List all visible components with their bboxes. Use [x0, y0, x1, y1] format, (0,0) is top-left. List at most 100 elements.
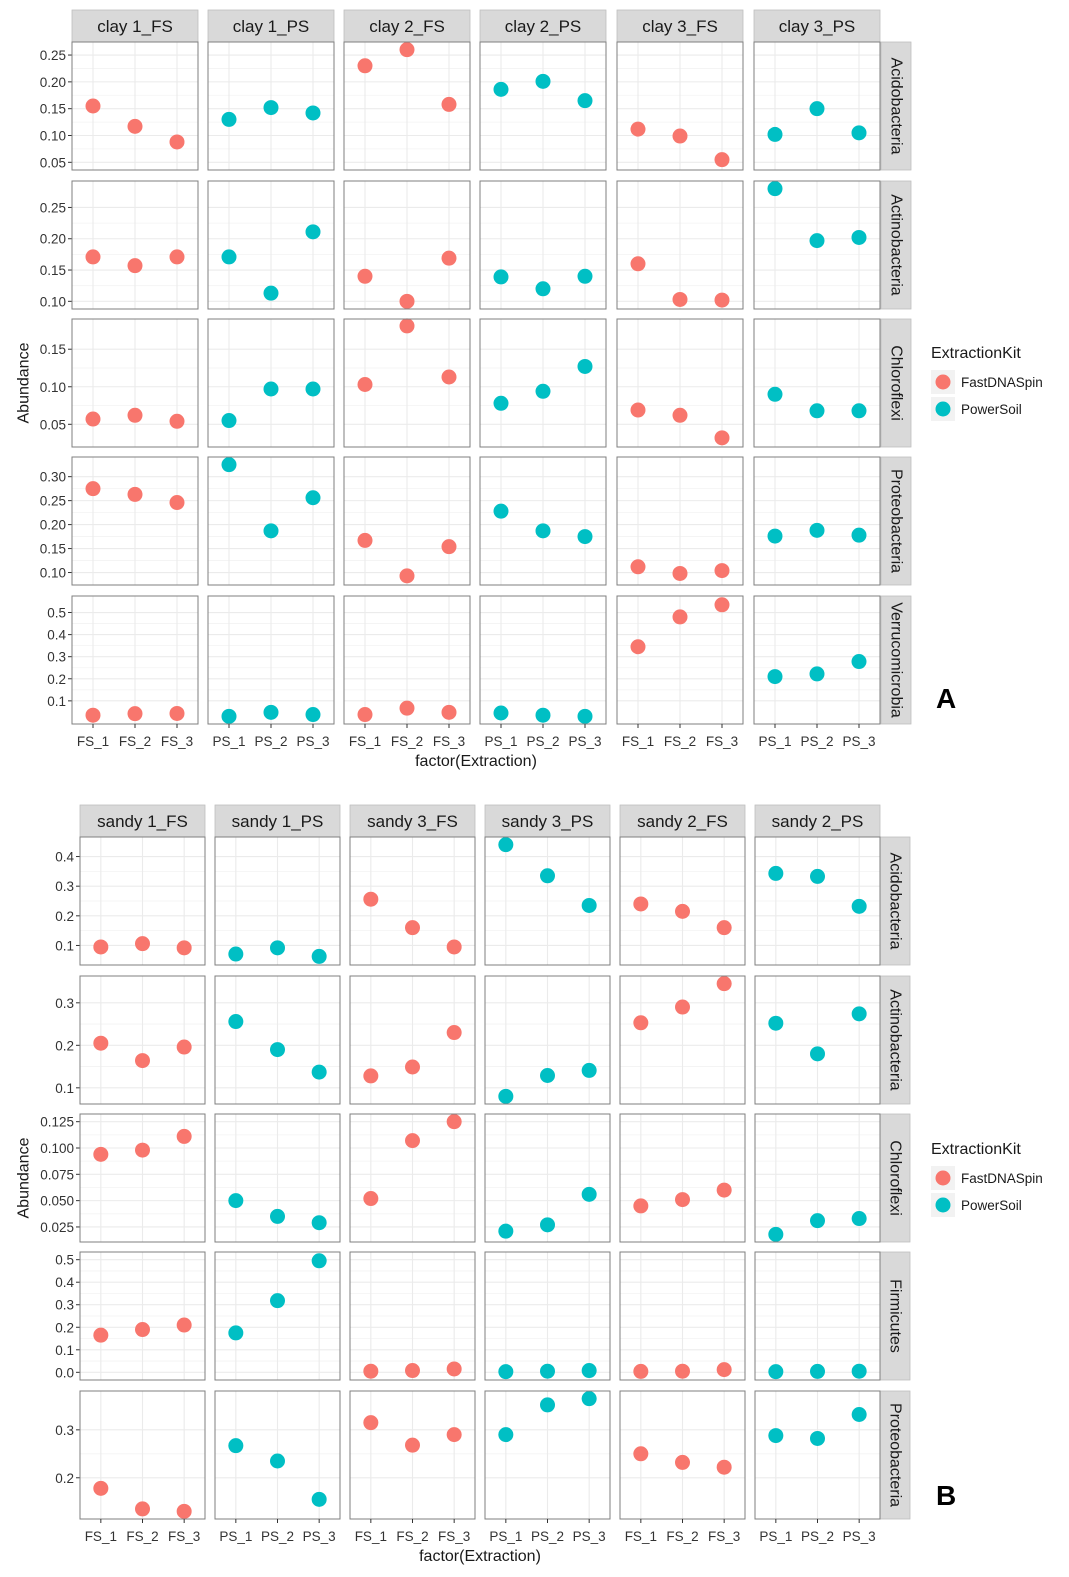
panel-border: [343, 180, 471, 310]
x-tick-label: PS_3: [296, 734, 329, 749]
data-point: [630, 639, 646, 655]
data-point: [809, 522, 825, 538]
data-point: [311, 1253, 327, 1269]
data-point: [672, 609, 688, 625]
panel-border: [754, 836, 881, 966]
legend-swatch: [935, 374, 951, 390]
y-tick-label: 0.2: [55, 1320, 74, 1335]
data-point: [127, 118, 143, 134]
column-strip-label: sandy 1_PS: [232, 812, 324, 831]
x-tick-label: FS_2: [126, 1529, 158, 1544]
x-tick-label: FS_2: [396, 1529, 428, 1544]
data-point: [85, 481, 101, 497]
panel-border: [616, 180, 744, 310]
data-point: [363, 1415, 379, 1431]
x-tick-label: PS_2: [254, 734, 287, 749]
data-point: [399, 293, 415, 309]
data-point: [810, 1363, 825, 1379]
data-point: [535, 73, 551, 89]
data-point: [305, 105, 321, 121]
panel-border: [753, 180, 881, 310]
y-tick-label: 0.1: [55, 938, 74, 953]
column-strip-label: sandy 2_FS: [637, 812, 728, 831]
panel-border: [753, 41, 881, 171]
data-point: [127, 706, 143, 722]
data-point: [535, 383, 551, 399]
data-point: [93, 1146, 109, 1162]
x-tick-label: FS_3: [433, 734, 465, 749]
y-tick-label: 0.050: [40, 1194, 74, 1209]
y-tick-label: 0.20: [40, 75, 66, 90]
column-strip: [349, 804, 476, 838]
column-strip: [71, 9, 199, 43]
data-point: [851, 403, 867, 419]
data-point: [169, 495, 185, 511]
y-tick-label: 0.25: [40, 48, 66, 63]
panel-border: [79, 836, 206, 966]
y-axis-title: Abundance: [16, 1137, 33, 1218]
column-strip: [484, 804, 611, 838]
data-point: [305, 381, 321, 397]
data-point: [493, 81, 509, 97]
data-point: [810, 1213, 825, 1229]
data-point: [169, 705, 185, 721]
legend-entry-label: PowerSoil: [961, 402, 1022, 417]
panel-border: [71, 41, 199, 171]
data-point: [93, 1327, 109, 1343]
data-point: [768, 865, 784, 881]
data-point: [405, 1133, 420, 1149]
data-point: [363, 1191, 379, 1207]
data-point: [768, 1226, 784, 1242]
row-strip: [879, 1251, 911, 1381]
column-strip-label: clay 3_FS: [642, 17, 718, 36]
data-point: [630, 559, 646, 575]
data-point: [363, 891, 379, 907]
data-point: [535, 523, 551, 539]
data-point: [176, 1128, 192, 1144]
row-strip: [880, 180, 912, 310]
data-point: [169, 134, 185, 150]
data-point: [768, 1364, 784, 1380]
column-strip: [754, 804, 881, 838]
column-strip-label: clay 2_PS: [505, 17, 582, 36]
data-point: [809, 403, 825, 419]
panel-border: [484, 1113, 611, 1243]
data-point: [169, 413, 185, 429]
legend-title: ExtractionKit: [931, 345, 1021, 362]
y-tick-label: 0.3: [55, 1298, 74, 1313]
data-point: [540, 1363, 555, 1379]
data-point: [498, 1427, 514, 1443]
y-tick-label: 0.10: [40, 566, 66, 581]
data-point: [716, 1459, 732, 1475]
y-tick-label: 0.075: [40, 1167, 74, 1182]
panel-border: [619, 1113, 746, 1243]
x-tick-label: FS_1: [622, 734, 654, 749]
panel-border: [343, 318, 471, 448]
data-point: [441, 369, 457, 385]
data-point: [263, 704, 279, 720]
data-point: [363, 1363, 379, 1379]
panel-border: [479, 180, 607, 310]
data-point: [633, 1363, 649, 1379]
y-tick-label: 0.1: [55, 1081, 74, 1096]
x-tick-label: PS_2: [801, 1529, 834, 1544]
data-point: [228, 1014, 244, 1030]
data-point: [809, 101, 825, 117]
data-point: [399, 42, 415, 58]
data-point: [357, 268, 373, 284]
data-point: [577, 93, 593, 109]
x-tick-label: PS_1: [759, 1529, 792, 1544]
x-tick-label: FS_2: [664, 734, 696, 749]
legend-entry-label: PowerSoil: [961, 1198, 1022, 1213]
panel-letter: A: [936, 683, 956, 714]
panel-border: [349, 1113, 476, 1243]
data-point: [441, 704, 457, 720]
data-point: [305, 224, 321, 240]
panel-border: [79, 1113, 206, 1243]
data-point: [498, 1364, 514, 1380]
panel-border: [754, 1113, 881, 1243]
data-point: [270, 1042, 285, 1058]
panel-border: [207, 41, 335, 171]
data-point: [630, 402, 646, 418]
panel-border: [754, 975, 881, 1105]
